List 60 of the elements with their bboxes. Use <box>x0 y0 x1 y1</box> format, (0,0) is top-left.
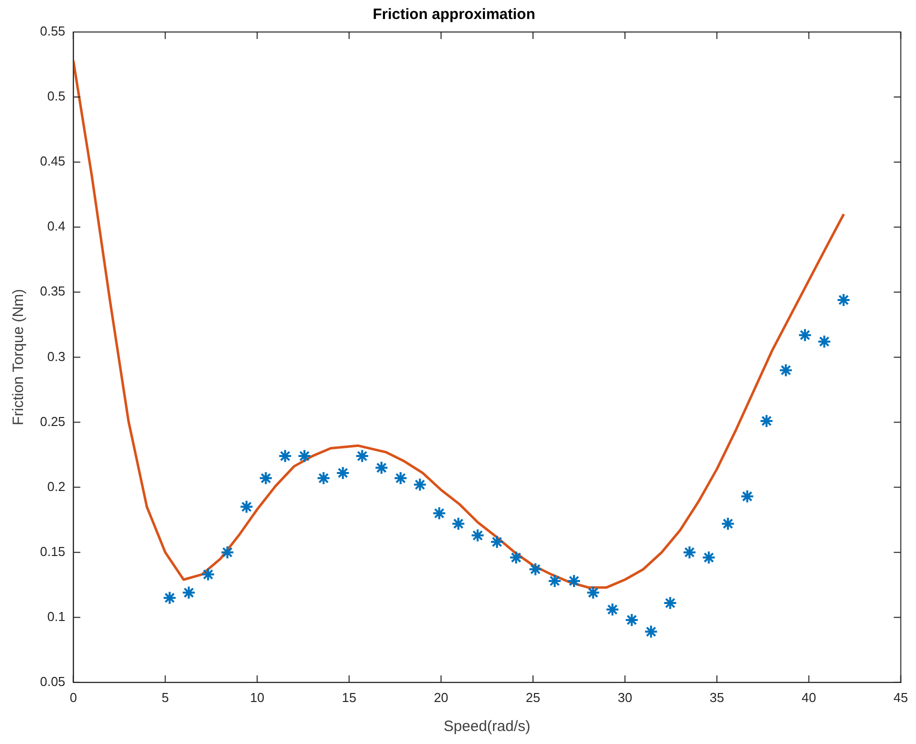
x-tick-label: 0 <box>70 690 77 705</box>
point <box>624 612 639 627</box>
x-tick-label: 5 <box>162 690 169 705</box>
point <box>528 562 542 576</box>
x-tick-label: 30 <box>618 690 632 705</box>
point <box>702 550 716 565</box>
point <box>278 449 292 464</box>
point <box>490 534 504 549</box>
y-tick-label: 0.5 <box>47 88 66 104</box>
point <box>760 414 774 428</box>
x-tick-label: 35 <box>710 690 724 705</box>
y-tick-label: 0.3 <box>47 348 66 364</box>
x-axis-title: Speed(rad/s) <box>444 718 530 736</box>
point <box>432 506 446 520</box>
point <box>605 602 620 617</box>
point <box>182 586 196 600</box>
point <box>509 550 524 565</box>
y-tick-label: 0.2 <box>47 478 66 494</box>
x-tick-label: 15 <box>342 690 356 705</box>
point <box>548 574 562 588</box>
point <box>240 500 254 514</box>
point <box>663 596 678 610</box>
y-tick-label: 0.55 <box>40 24 66 39</box>
x-tick-label: 10 <box>250 690 264 705</box>
y-tick-label: 0.25 <box>40 414 66 429</box>
y-tick-label: 0.05 <box>40 674 66 689</box>
chart-title: Friction approximation <box>372 6 536 24</box>
point <box>394 471 408 486</box>
y-tick-label: 0.15 <box>40 544 66 559</box>
point <box>258 471 273 486</box>
point <box>297 449 312 464</box>
point <box>470 528 485 542</box>
y-tick-label: 0.35 <box>40 284 66 299</box>
point <box>201 567 216 582</box>
point <box>798 328 812 342</box>
point <box>162 590 177 605</box>
point <box>412 478 427 492</box>
point <box>220 545 234 560</box>
y-tick-label: 0.1 <box>47 608 66 624</box>
point <box>316 471 331 486</box>
point <box>817 334 832 349</box>
y-tick-label: 0.4 <box>47 218 66 234</box>
point <box>836 292 851 307</box>
point <box>644 624 658 639</box>
x-tick-label: 45 <box>894 690 908 705</box>
y-tick-label: 0.45 <box>40 154 66 169</box>
point <box>586 586 600 600</box>
x-tick-label: 20 <box>434 690 448 705</box>
point <box>336 466 350 480</box>
point <box>720 516 735 531</box>
point <box>451 516 466 531</box>
point <box>682 545 696 560</box>
y-axis-title: Friction Torque (Nm) <box>10 288 28 426</box>
point <box>740 489 754 504</box>
point <box>778 363 793 378</box>
point <box>355 449 370 464</box>
point <box>374 460 388 475</box>
point <box>567 574 582 588</box>
x-tick-label: 25 <box>526 690 540 705</box>
x-tick-label: 40 <box>802 690 816 705</box>
